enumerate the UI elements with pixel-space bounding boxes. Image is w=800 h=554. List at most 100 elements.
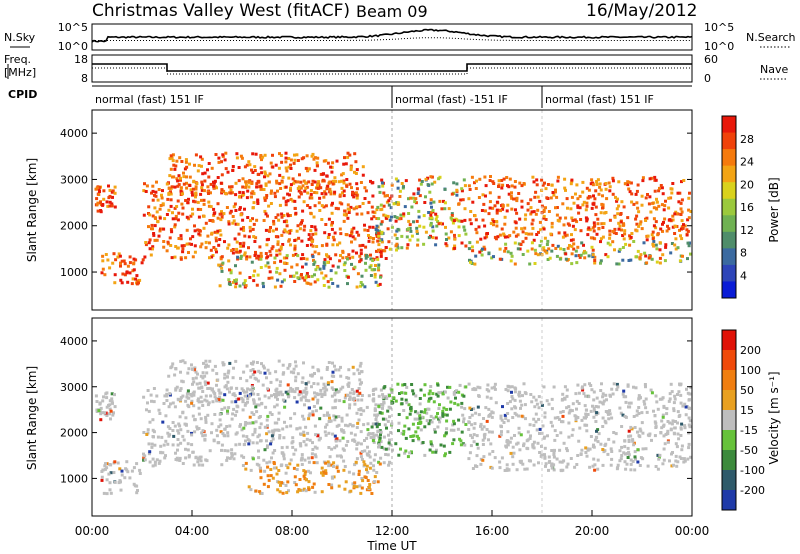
echo-cell xyxy=(220,443,224,447)
echo-cell xyxy=(254,236,258,240)
echo-cell xyxy=(289,416,293,420)
echo-cell xyxy=(268,172,272,176)
echo-cell xyxy=(398,392,401,395)
echo-cell xyxy=(347,253,351,257)
echo-cell xyxy=(503,249,507,253)
echo-cell xyxy=(230,417,234,421)
echo-cell xyxy=(340,173,344,177)
echo-cell xyxy=(500,418,504,422)
echo-cell xyxy=(600,401,604,405)
echo-cell xyxy=(322,205,326,209)
echo-cell xyxy=(434,236,438,240)
echo-cell xyxy=(315,265,319,269)
echo-cell xyxy=(658,248,662,252)
echo-cell xyxy=(274,216,278,219)
echo-cell xyxy=(445,238,448,241)
echo-cell xyxy=(650,233,654,237)
echo-cell xyxy=(285,262,289,265)
echo-cell xyxy=(116,255,120,259)
echo-cell xyxy=(331,235,335,239)
echo-cell xyxy=(554,206,557,210)
echo-cell xyxy=(272,461,276,464)
echo-cell xyxy=(627,434,631,438)
echo-cell xyxy=(256,435,260,439)
nsky-right-tick-top: 10^5 xyxy=(704,21,734,34)
echo-cell xyxy=(665,229,669,233)
echo-cell xyxy=(371,432,375,435)
echo-cell xyxy=(376,257,380,261)
echo-cell xyxy=(616,212,620,216)
echo-cell xyxy=(620,200,624,204)
echo-cell xyxy=(282,436,286,440)
echo-cell xyxy=(200,198,203,202)
echo-cell xyxy=(336,265,340,269)
echo-cell xyxy=(678,383,682,387)
echo-cell xyxy=(311,397,315,401)
echo-cell xyxy=(549,196,553,200)
echo-cell xyxy=(151,198,155,202)
echo-cell xyxy=(304,276,308,280)
echo-cell xyxy=(370,268,374,272)
echo-cell xyxy=(575,463,579,466)
echo-cell xyxy=(451,221,455,225)
echo-cell xyxy=(252,360,255,364)
echo-cell xyxy=(193,250,197,254)
echo-cell xyxy=(397,453,401,457)
echo-cell xyxy=(532,417,536,421)
echo-cell xyxy=(365,468,368,472)
echo-cell xyxy=(378,411,382,415)
echo-cell xyxy=(207,401,211,405)
echo-cell xyxy=(199,155,203,159)
echo-cell xyxy=(134,277,138,281)
echo-cell xyxy=(483,236,487,240)
echo-cell xyxy=(585,217,589,221)
echo-cell xyxy=(150,191,153,195)
echo-cell xyxy=(284,160,288,164)
echo-cell xyxy=(520,403,524,407)
echo-cell xyxy=(496,235,500,239)
echo-cell xyxy=(372,392,375,396)
echo-cell xyxy=(346,216,350,220)
echo-cell xyxy=(193,192,197,196)
echo-cell xyxy=(436,220,440,223)
echo-cell xyxy=(165,182,169,186)
echo-cell xyxy=(193,200,197,204)
echo-cell xyxy=(483,224,487,228)
echo-cell xyxy=(209,205,213,209)
echo-cell xyxy=(481,438,485,442)
echo-cell xyxy=(493,382,497,386)
echo-cell xyxy=(346,440,350,443)
echo-cell xyxy=(474,187,478,190)
echo-cell xyxy=(151,464,155,468)
colorbar-tick-label: -50 xyxy=(740,444,758,457)
echo-cell xyxy=(670,452,673,456)
echo-cell xyxy=(161,420,165,424)
echo-cell xyxy=(117,252,121,256)
echo-cell xyxy=(301,276,305,280)
echo-cell xyxy=(633,426,637,429)
echo-cell xyxy=(291,436,295,440)
echo-cell xyxy=(201,376,205,380)
echo-cell xyxy=(611,392,615,396)
echo-cell xyxy=(97,409,101,413)
echo-cell xyxy=(155,210,159,214)
echo-cell xyxy=(597,227,601,231)
echo-cell xyxy=(310,452,314,456)
echo-cell xyxy=(506,430,510,434)
echo-cell xyxy=(352,485,356,488)
echo-cell xyxy=(281,491,285,495)
y-tick-label: 1000 xyxy=(60,266,88,279)
echo-cell xyxy=(322,195,326,199)
echo-cell xyxy=(366,453,370,457)
echo-cell xyxy=(386,409,390,413)
echo-cell xyxy=(678,259,682,263)
echo-cell xyxy=(538,220,542,224)
echo-cell xyxy=(176,218,180,222)
echo-cell xyxy=(358,391,362,395)
echo-cell xyxy=(338,259,342,263)
echo-cell xyxy=(488,452,492,456)
echo-cell xyxy=(142,458,146,462)
echo-cell xyxy=(594,420,598,423)
echo-cell xyxy=(545,399,549,403)
echo-cell xyxy=(383,249,387,253)
